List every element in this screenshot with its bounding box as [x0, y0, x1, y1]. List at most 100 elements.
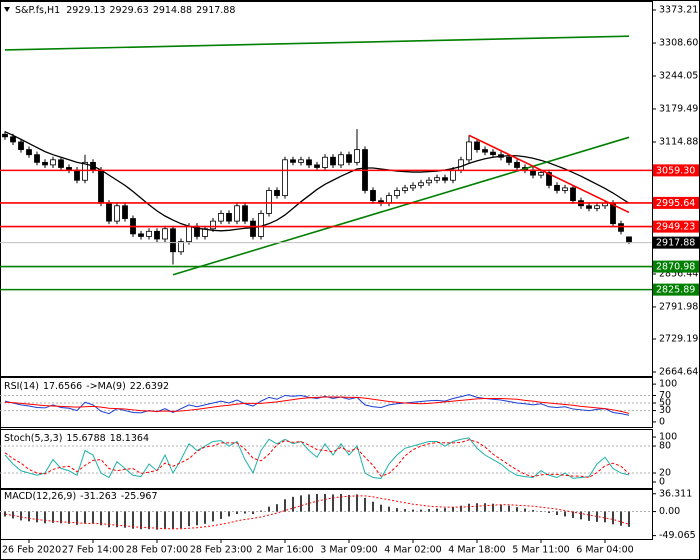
candle-body: [410, 184, 416, 189]
plot: 3373.21 3308.60 3244.05 3179.49 3114.88 2856.…: [0, 5, 699, 556]
y-tick-label: 50: [659, 398, 671, 409]
histogram-bar: [436, 508, 438, 512]
histogram-bar: [388, 506, 390, 512]
histogram-bar: [492, 503, 494, 512]
histogram-bar: [396, 508, 398, 512]
candle-body: [234, 205, 240, 222]
candle-body: [34, 154, 40, 163]
indicator-line: [4, 394, 630, 416]
candle-body: [474, 141, 480, 150]
histogram-bar: [620, 511, 622, 526]
trend-line: [4, 35, 630, 51]
trend-line: [172, 136, 630, 276]
moving-average: [4, 131, 630, 232]
candle-body: [546, 172, 552, 186]
main-panel: [0, 1, 653, 377]
level-label: 2917.88: [656, 238, 695, 249]
candle-body: [226, 213, 232, 222]
histogram-bar: [252, 511, 254, 515]
level-label: 2995.64: [656, 198, 695, 209]
histogram-bar: [364, 497, 366, 512]
histogram-bar: [484, 503, 486, 512]
histogram-bar: [356, 494, 358, 512]
candle-body: [450, 169, 456, 181]
level-label-box: [653, 283, 699, 296]
candle-body: [466, 141, 472, 161]
candle-body: [242, 205, 248, 222]
candle-body: [442, 177, 448, 181]
candle-body: [346, 154, 352, 163]
stoch-main-last: 15.6788: [66, 433, 105, 444]
candle-body: [458, 159, 464, 171]
candle-body: [506, 156, 512, 163]
histogram-bar: [260, 510, 262, 512]
level-label: 3059.30: [656, 165, 695, 176]
candle-body: [218, 213, 224, 222]
x-tick-label: 4 Mar 02:00: [384, 545, 441, 556]
x-tick-label: 4 Mar 18:00: [448, 545, 505, 556]
histogram-bar: [28, 511, 30, 522]
histogram-bar: [324, 493, 326, 512]
candle-body: [314, 164, 320, 168]
candle-body: [570, 187, 576, 202]
rsi-header: RSI(14) 17.6566 ->MA(9) 22.6392: [4, 381, 169, 392]
y-tick-label: 20: [659, 468, 671, 479]
histogram-bar: [108, 511, 110, 528]
candle-body: [386, 195, 392, 204]
candle-body: [562, 187, 568, 191]
histogram-bar: [100, 511, 102, 526]
histogram-bar: [412, 509, 414, 512]
candle-body: [154, 230, 160, 240]
candle-body: [586, 205, 592, 209]
histogram-bar: [428, 509, 430, 512]
y-tick-label: 3244.05: [659, 71, 698, 82]
macd-last: -31.263: [80, 491, 117, 502]
histogram-bar: [164, 511, 166, 529]
histogram-bar: [236, 511, 238, 515]
indicator-line: [4, 437, 630, 479]
candle-body: [170, 228, 176, 253]
candle-body: [618, 223, 624, 232]
candle-body: [58, 159, 64, 168]
histogram-bar: [340, 493, 342, 512]
candle-body: [210, 220, 216, 230]
stoch-signal-last: 18.1364: [110, 433, 149, 444]
histogram-bar: [628, 511, 630, 527]
candle-body: [106, 202, 112, 222]
y-tick-label: 0: [659, 416, 665, 427]
histogram-bar: [20, 511, 22, 521]
histogram-bar: [92, 511, 94, 524]
level-label: 2949.23: [656, 222, 695, 233]
level-label: 2870.98: [656, 262, 695, 273]
candle-body: [42, 161, 48, 166]
candle-body: [258, 213, 264, 237]
candle-body: [426, 179, 432, 184]
histogram-bar: [140, 511, 142, 530]
y-tick-label: 70: [659, 390, 671, 401]
histogram-bar: [404, 509, 406, 512]
x-tick-label: 27 Feb 14:00: [62, 545, 124, 556]
rsi-ma-title: ->MA(9): [86, 381, 126, 392]
histogram-bar: [244, 511, 246, 514]
x-tick-label: 28 Feb 23:00: [190, 545, 252, 556]
histogram-bar: [220, 511, 222, 519]
histogram-bar: [172, 511, 174, 530]
candle-body: [354, 149, 360, 163]
macd-panel: [0, 489, 653, 540]
indicator-line: [4, 396, 630, 414]
main-header: S&P.fs,H1 2929.13 2929.63 2914.88 2917.88: [15, 5, 235, 16]
x-tick-label: 2 Mar 16:00: [256, 545, 313, 556]
histogram-bar: [156, 511, 158, 530]
y-tick-label: 3114.88: [659, 136, 698, 147]
histogram-bar: [468, 503, 470, 512]
candle-body: [250, 220, 256, 237]
level-label-box: [653, 260, 699, 273]
candle-body: [50, 159, 56, 166]
y-tick-label: 80: [659, 441, 671, 452]
y-tick-label: 30: [659, 405, 671, 416]
y-tick-label: 2664.64: [659, 366, 698, 377]
histogram-bar: [532, 510, 534, 512]
histogram-bar: [212, 511, 214, 522]
candle-body: [282, 159, 288, 196]
y-tick-label: 3308.60: [659, 38, 698, 49]
